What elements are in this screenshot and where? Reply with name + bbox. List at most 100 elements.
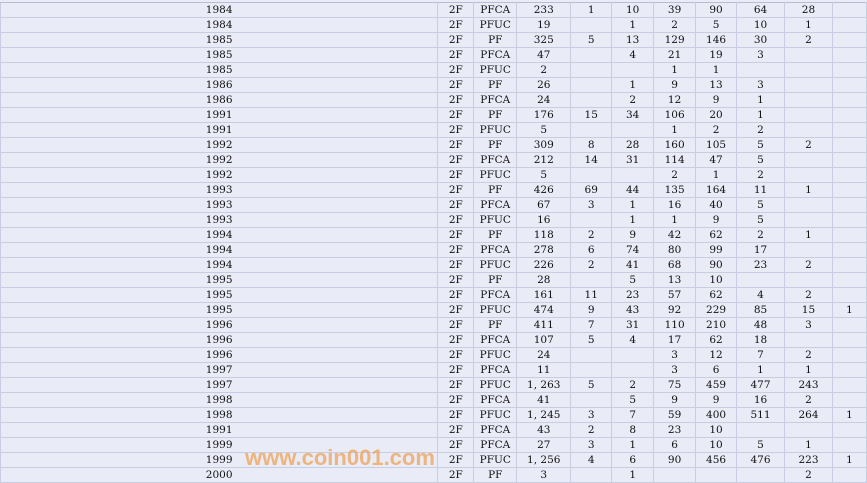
cell-c2[interactable]: 13	[611, 32, 655, 48]
cell-type[interactable]: PF	[473, 137, 518, 153]
cell-floor[interactable]: 2F	[437, 17, 475, 33]
cell-c7[interactable]: 1	[831, 302, 867, 318]
cell-total[interactable]: 474	[516, 302, 572, 318]
cell-floor[interactable]: 2F	[437, 287, 475, 303]
cell-c2[interactable]: 1	[611, 17, 655, 33]
cell-year[interactable]: 1998	[0, 407, 439, 423]
cell-c2[interactable]	[611, 347, 655, 363]
cell-year[interactable]: 1992	[0, 167, 439, 183]
cell-c4[interactable]: 13	[695, 77, 738, 93]
cell-c4[interactable]: 10	[695, 437, 738, 453]
cell-c2[interactable]: 74	[611, 242, 655, 258]
cell-c6[interactable]: 15	[784, 302, 833, 318]
cell-floor[interactable]: 2F	[437, 167, 475, 183]
cell-type[interactable]: PF	[473, 317, 518, 333]
cell-c3[interactable]: 1	[653, 122, 697, 138]
cell-c6[interactable]	[784, 332, 833, 348]
cell-c5[interactable]: 5	[736, 152, 785, 168]
cell-type[interactable]: PF	[473, 467, 518, 483]
cell-type[interactable]: PFCA	[473, 362, 518, 378]
cell-floor[interactable]: 2F	[437, 197, 475, 213]
cell-year[interactable]: 1992	[0, 137, 439, 153]
cell-type[interactable]: PFCA	[473, 422, 518, 438]
cell-c6[interactable]: 2	[784, 287, 833, 303]
cell-type[interactable]: PF	[473, 182, 518, 198]
cell-c5[interactable]: 3	[736, 77, 785, 93]
cell-c6[interactable]	[784, 152, 833, 168]
cell-total[interactable]: 233	[516, 2, 572, 18]
cell-c3[interactable]: 1	[653, 62, 697, 78]
cell-c2[interactable]: 44	[611, 182, 655, 198]
cell-c7[interactable]	[831, 227, 867, 243]
cell-c6[interactable]	[784, 62, 833, 78]
cell-year[interactable]: 1985	[0, 62, 439, 78]
cell-c5[interactable]: 2	[736, 122, 785, 138]
cell-c7[interactable]	[831, 32, 867, 48]
cell-c6[interactable]: 2	[784, 467, 833, 483]
cell-c1[interactable]: 11	[570, 287, 613, 303]
cell-c7[interactable]	[831, 392, 867, 408]
cell-c2[interactable]: 31	[611, 152, 655, 168]
cell-c6[interactable]: 243	[784, 377, 833, 393]
cell-c5[interactable]	[736, 62, 785, 78]
cell-total[interactable]: 67	[516, 197, 572, 213]
cell-c7[interactable]	[831, 257, 867, 273]
cell-floor[interactable]: 2F	[437, 137, 475, 153]
cell-c3[interactable]: 57	[653, 287, 697, 303]
cell-c2[interactable]: 1	[611, 212, 655, 228]
cell-c2[interactable]: 2	[611, 377, 655, 393]
cell-c3[interactable]: 2	[653, 167, 697, 183]
cell-year[interactable]: 1995	[0, 287, 439, 303]
cell-floor[interactable]: 2F	[437, 92, 475, 108]
cell-type[interactable]: PFUC	[473, 167, 518, 183]
cell-c3[interactable]: 80	[653, 242, 697, 258]
cell-floor[interactable]: 2F	[437, 332, 475, 348]
cell-type[interactable]: PF	[473, 32, 518, 48]
cell-year[interactable]: 1986	[0, 77, 439, 93]
cell-c1[interactable]: 5	[570, 377, 613, 393]
cell-c1[interactable]: 15	[570, 107, 613, 123]
cell-c1[interactable]: 2	[570, 227, 613, 243]
cell-c4[interactable]: 62	[695, 332, 738, 348]
cell-c7[interactable]	[831, 287, 867, 303]
cell-c2[interactable]: 4	[611, 47, 655, 63]
cell-c4[interactable]: 146	[695, 32, 738, 48]
cell-c4[interactable]: 6	[695, 362, 738, 378]
cell-c5[interactable]	[736, 422, 785, 438]
cell-c4[interactable]: 9	[695, 92, 738, 108]
cell-c2[interactable]: 7	[611, 407, 655, 423]
cell-c4[interactable]: 62	[695, 227, 738, 243]
cell-c1[interactable]	[570, 347, 613, 363]
cell-year[interactable]: 1993	[0, 212, 439, 228]
cell-total[interactable]: 5	[516, 122, 572, 138]
cell-floor[interactable]: 2F	[437, 302, 475, 318]
cell-c5[interactable]: 2	[736, 227, 785, 243]
cell-year[interactable]: 1991	[0, 422, 439, 438]
cell-c5[interactable]: 11	[736, 182, 785, 198]
cell-c1[interactable]	[570, 362, 613, 378]
cell-c3[interactable]: 106	[653, 107, 697, 123]
cell-year[interactable]: 1996	[0, 347, 439, 363]
cell-c2[interactable]: 10	[611, 2, 655, 18]
cell-c3[interactable]: 17	[653, 332, 697, 348]
cell-c5[interactable]: 10	[736, 17, 785, 33]
cell-c1[interactable]: 2	[570, 422, 613, 438]
cell-type[interactable]: PFUC	[473, 257, 518, 273]
cell-c6[interactable]: 1	[784, 17, 833, 33]
cell-c2[interactable]: 6	[611, 452, 655, 468]
cell-total[interactable]: 1, 263	[516, 377, 572, 393]
cell-c2[interactable]: 1	[611, 77, 655, 93]
cell-c6[interactable]: 28	[784, 2, 833, 18]
cell-total[interactable]: 24	[516, 92, 572, 108]
cell-c1[interactable]: 6	[570, 242, 613, 258]
cell-floor[interactable]: 2F	[437, 107, 475, 123]
cell-c2[interactable]: 43	[611, 302, 655, 318]
cell-c1[interactable]	[570, 122, 613, 138]
cell-c1[interactable]	[570, 47, 613, 63]
cell-c3[interactable]: 42	[653, 227, 697, 243]
cell-floor[interactable]: 2F	[437, 2, 475, 18]
cell-c6[interactable]: 2	[784, 32, 833, 48]
cell-year[interactable]: 1985	[0, 47, 439, 63]
cell-c1[interactable]	[570, 62, 613, 78]
cell-c7[interactable]	[831, 152, 867, 168]
